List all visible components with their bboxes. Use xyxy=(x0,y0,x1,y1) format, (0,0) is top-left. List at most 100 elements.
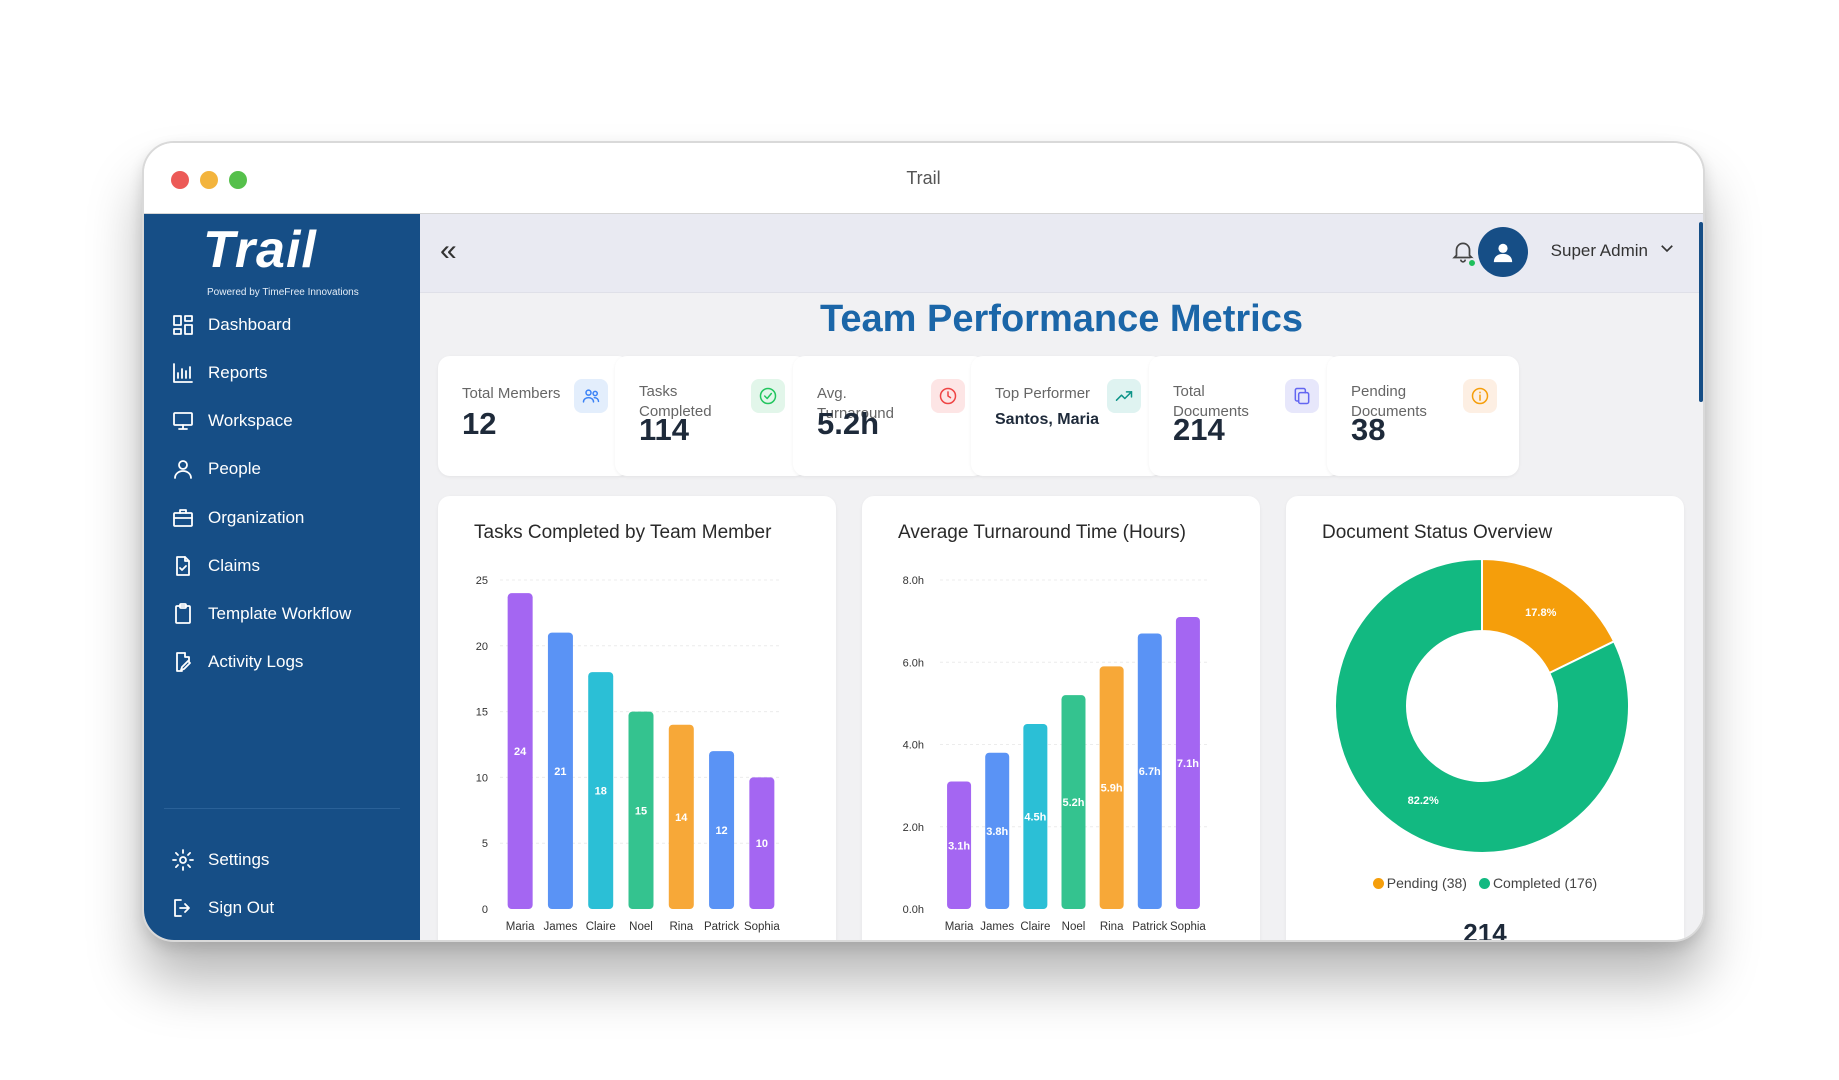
notification-dot xyxy=(1467,258,1477,268)
stat-value: 214 xyxy=(1173,412,1225,447)
copy-icon xyxy=(1285,379,1319,413)
legend-item-pending[interactable]: Pending (38) xyxy=(1372,875,1467,891)
minimize-window-button[interactable] xyxy=(200,171,218,189)
stat-label: Top Performer xyxy=(995,385,1091,402)
stat-value: Santos, Maria xyxy=(995,411,1100,428)
y-tick-label: 0 xyxy=(482,904,488,916)
user-name[interactable]: Super Admin xyxy=(1550,241,1648,260)
bar xyxy=(709,751,735,909)
bar xyxy=(547,632,573,909)
sidebar-item-claims[interactable]: Claims xyxy=(170,546,260,586)
tasks-bar-chart: 0 5 10 15 20 25 24 Maria 21 James 18 Claire 15 Noel 14… xyxy=(476,575,782,933)
x-tick-label: Maria xyxy=(506,921,535,933)
avatar[interactable] xyxy=(1478,227,1528,277)
legend-item-completed[interactable]: Completed (176) xyxy=(1478,875,1598,891)
bar-value-label: 12 xyxy=(715,825,727,837)
x-tick-label: Rina xyxy=(1100,921,1124,933)
sidebar-item-label: Sign Out xyxy=(208,898,275,917)
stat-value: 114 xyxy=(639,412,690,447)
app-logo: Trail xyxy=(203,221,317,279)
trending-up-icon xyxy=(1107,379,1141,413)
stat-card-tasks-completed: Tasks Completed 114 xyxy=(615,356,807,476)
stat-card-top-performer: Top Performer Santos, Maria xyxy=(971,356,1163,476)
bar-value-label: 5.9h xyxy=(1101,783,1123,795)
stat-card-pending-documents: Pending Documents 38 xyxy=(1327,356,1519,476)
sidebar-item-label: Settings xyxy=(208,850,270,869)
scrollbar[interactable] xyxy=(1699,222,1703,402)
sidebar-item-workspace[interactable]: Workspace xyxy=(170,401,293,441)
sidebar-item-label: Activity Logs xyxy=(208,652,304,671)
collapse-sidebar-button[interactable]: « xyxy=(440,234,457,267)
user-icon xyxy=(1493,243,1513,263)
notification-bell-icon[interactable] xyxy=(1450,238,1478,268)
x-tick-label: Maria xyxy=(945,921,974,933)
bar-value-label: 3.1h xyxy=(948,840,970,852)
stat-label: Total Documents xyxy=(1173,383,1249,420)
stat-card-avg-turnaround: Avg. Turnaround 5.2h xyxy=(793,356,985,476)
user-icon xyxy=(170,456,196,482)
y-tick-label: 4.0h xyxy=(903,740,924,752)
x-tick-label: Patrick xyxy=(1132,921,1167,933)
x-tick-label: Sophia xyxy=(1170,921,1206,933)
bar xyxy=(1099,666,1124,909)
sidebar-item-template-workflow[interactable]: Template Workflow xyxy=(170,594,351,634)
stat-card-total-documents: Total Documents 214 xyxy=(1149,356,1341,476)
legend-label: Completed (176) xyxy=(1492,875,1598,891)
y-tick-label: 0.0h xyxy=(903,904,924,916)
sidebar-item-dashboard[interactable]: Dashboard xyxy=(170,305,291,345)
donut-slice xyxy=(1481,557,1616,675)
check-circle-icon xyxy=(751,379,785,413)
y-tick-label: 25 xyxy=(476,575,488,587)
y-tick-label: 5 xyxy=(482,838,488,850)
x-tick-label: Claire xyxy=(586,921,616,933)
sidebar-item-settings[interactable]: Settings xyxy=(170,840,269,880)
bar xyxy=(507,593,533,909)
stat-value: 38 xyxy=(1351,412,1386,447)
sidebar-item-sign-out[interactable]: Sign Out xyxy=(170,888,274,928)
legend-dot xyxy=(1372,878,1384,889)
turnaround-bar-chart: 0.0h 2.0h 4.0h 6.0h 8.0h 3.1h Maria 3.8h James 4.… xyxy=(903,575,1207,933)
bar-value-label: 15 xyxy=(635,805,647,817)
x-tick-label: Noel xyxy=(1062,921,1086,933)
sign-out-icon xyxy=(170,895,196,921)
y-tick-label: 6.0h xyxy=(903,657,924,669)
stat-value: 5.2h xyxy=(817,406,880,441)
bar-value-label: 6.7h xyxy=(1139,766,1161,778)
stat-label: Tasks Completed xyxy=(639,383,712,420)
close-window-button[interactable] xyxy=(171,171,189,189)
donut-total: 214 xyxy=(1463,918,1507,940)
sidebar-item-organization[interactable]: Organization xyxy=(170,498,304,538)
y-tick-label: 10 xyxy=(476,772,488,784)
sidebar-item-label: Claims xyxy=(208,556,260,575)
sidebar-item-activity-logs[interactable]: Activity Logs xyxy=(170,642,303,682)
bar xyxy=(1175,617,1200,909)
document-check-icon xyxy=(170,553,196,579)
sidebar-item-people[interactable]: People xyxy=(170,449,261,489)
gear-icon xyxy=(170,847,196,873)
maximize-window-button[interactable] xyxy=(229,171,247,189)
sidebar-item-label: Workspace xyxy=(208,411,293,430)
sidebar-item-label: People xyxy=(208,459,261,478)
title-bar: Trail xyxy=(144,143,1703,214)
bar xyxy=(1137,633,1162,909)
legend-dot xyxy=(1478,878,1490,889)
bar-value-label: 24 xyxy=(514,746,527,758)
x-tick-label: Patrick xyxy=(704,921,739,933)
sidebar-item-reports[interactable]: Reports xyxy=(170,353,268,393)
x-tick-label: James xyxy=(980,921,1014,933)
x-tick-label: Claire xyxy=(1020,921,1050,933)
users-icon xyxy=(574,379,608,413)
y-tick-label: 20 xyxy=(476,641,488,653)
bar xyxy=(985,752,1010,909)
donut-slice xyxy=(1334,557,1630,854)
stat-value: 12 xyxy=(462,406,497,441)
bar xyxy=(1061,695,1086,909)
bar-value-label: 4.5h xyxy=(1024,811,1046,823)
sidebar-item-label: Template Workflow xyxy=(208,604,352,623)
bar-value-label: 21 xyxy=(554,766,566,778)
dashboard-icon xyxy=(170,312,196,338)
y-tick-label: 8.0h xyxy=(903,575,924,587)
chevron-down-icon[interactable] xyxy=(1658,239,1678,259)
info-icon xyxy=(1463,379,1497,413)
tasks-chart-card: Tasks Completed by Team Member 0 5 10 15 20 2… xyxy=(438,496,836,940)
